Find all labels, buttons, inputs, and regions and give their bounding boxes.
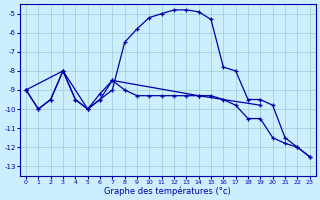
X-axis label: Graphe des températures (°c): Graphe des températures (°c) (104, 186, 231, 196)
